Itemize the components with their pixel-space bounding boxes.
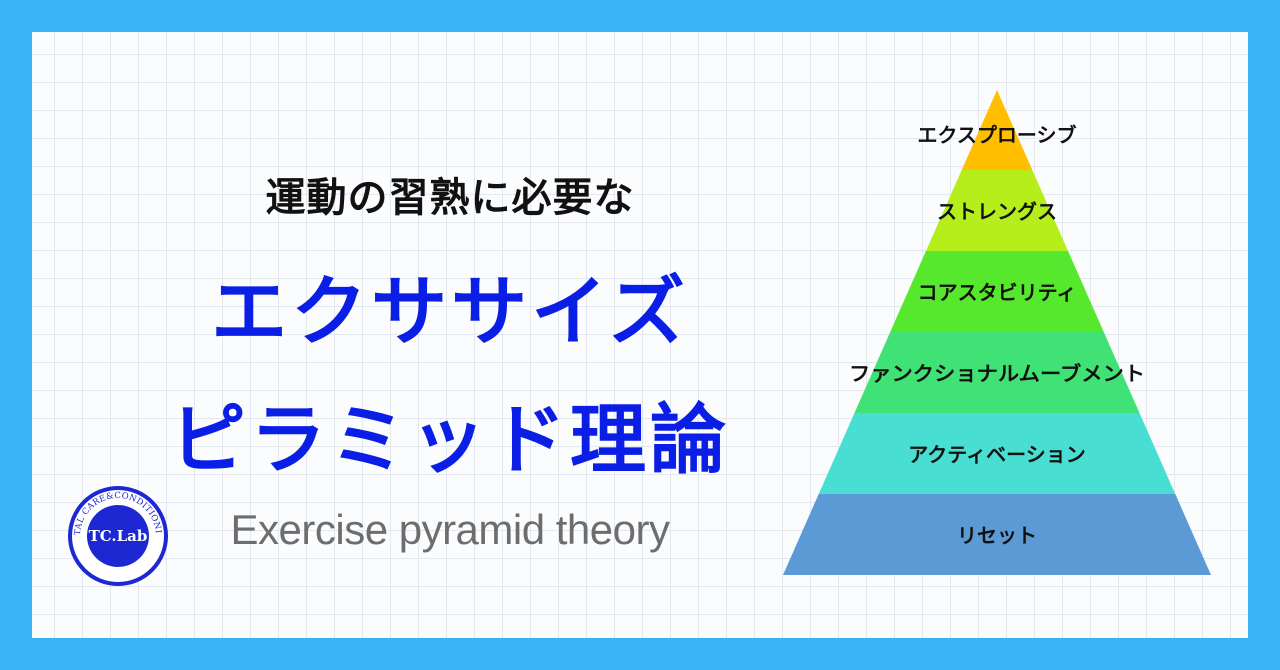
pyramid-tier-2 <box>925 170 1069 251</box>
english-title: Exercise pyramid theory <box>230 506 671 553</box>
subtitle: 運動の習熟に必要な <box>265 175 635 221</box>
svg-text:LAB: LAB <box>107 557 129 568</box>
title-line-1: エクササイズ <box>211 267 689 356</box>
pyramid-tier-6 <box>783 494 1211 575</box>
pyramid-tier-1 <box>961 90 1033 170</box>
logo-ring-bottom: LAB <box>107 557 128 568</box>
pyramid-tier-3 <box>890 251 1104 332</box>
title-line-2: ピラミッド理論 <box>170 395 730 484</box>
tc-lab-logo: TOTAL CARE&CONDITIONING LAB TC.Lab <box>66 484 168 586</box>
pyramid-tier-5 <box>818 413 1176 494</box>
pyramid-tier-4 <box>854 332 1140 413</box>
logo-center-text: TC.Lab <box>89 527 148 545</box>
